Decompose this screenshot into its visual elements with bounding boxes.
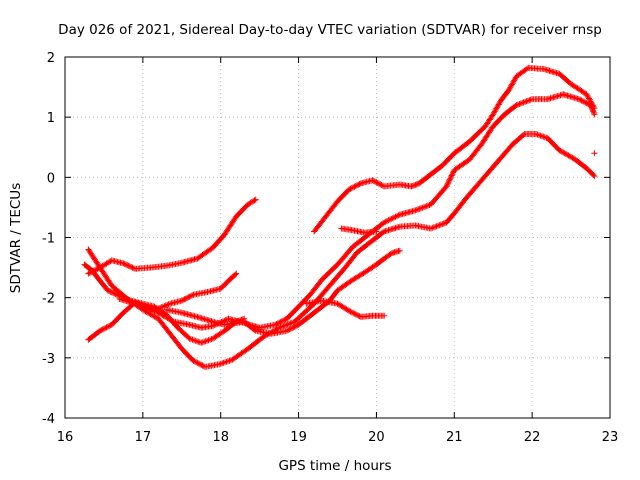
- y-axis-label: SDTVAR / TECUs: [8, 183, 24, 293]
- y-tick-label: -1: [42, 232, 55, 247]
- x-tick-label: 22: [524, 430, 541, 445]
- grid: [65, 57, 610, 418]
- y-tick-label: -3: [42, 352, 55, 367]
- series-arc-j: [591, 150, 598, 157]
- data-point-markers: [303, 297, 388, 320]
- data-point-markers: [311, 64, 598, 235]
- x-tick-label: 20: [368, 430, 385, 445]
- x-axis-label: GPS time / hours: [278, 458, 391, 474]
- data-point-markers: [338, 225, 380, 236]
- y-tick-label: -4: [42, 412, 55, 427]
- data-point-markers: [591, 150, 598, 157]
- x-tick-label: 23: [602, 430, 619, 445]
- y-tick-label: -2: [42, 292, 55, 307]
- x-tick-label: 17: [135, 430, 152, 445]
- data-point-markers: [85, 196, 259, 277]
- series-arc-d: [85, 196, 259, 277]
- series-arc-e: [116, 270, 240, 313]
- y-tick-label: 2: [47, 51, 55, 66]
- data-point-markers: [85, 131, 598, 370]
- series-arc-b: [85, 131, 598, 370]
- y-tick-label: 1: [47, 111, 55, 126]
- x-tick-label: 21: [446, 430, 463, 445]
- data-marks: [81, 64, 598, 370]
- x-axis-ticks: 16 17 18 19 20 21 22 23: [57, 57, 619, 445]
- chart-title: Day 026 of 2021, Sidereal Day-to-day VTE…: [58, 22, 602, 38]
- x-tick-label: 19: [290, 430, 307, 445]
- series-arc-h: [303, 297, 388, 320]
- x-tick-label: 16: [57, 430, 74, 445]
- series-arc-g: [311, 64, 598, 235]
- series-arc-i: [338, 225, 380, 236]
- data-point-markers: [116, 270, 240, 313]
- y-axis-ticks: -4 -3 -2 -1 0 1 2: [42, 51, 610, 427]
- x-tick-label: 18: [212, 430, 229, 445]
- y-tick-label: 0: [47, 171, 55, 186]
